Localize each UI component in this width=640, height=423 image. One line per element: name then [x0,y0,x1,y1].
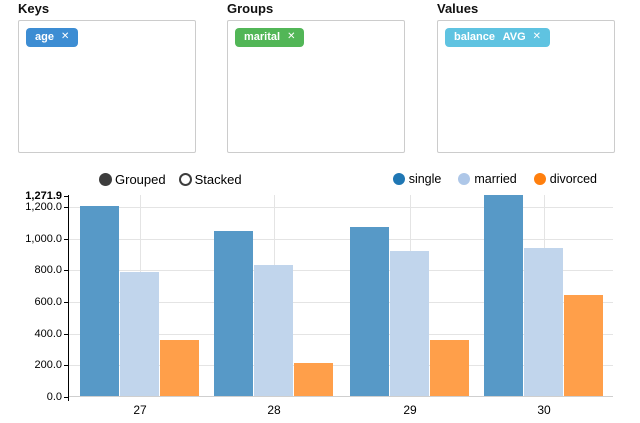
grouped-radio-label: Grouped [115,172,166,187]
legend-dot-married-icon [458,173,471,185]
y-tick-mark-icon [64,397,68,398]
key-tag-age[interactable]: age ✕ [26,28,79,47]
y-tick-label: 800.0 [34,264,62,277]
grouped-radio[interactable]: Grouped [99,172,166,187]
remove-group-tag-icon[interactable]: ✕ [287,31,296,42]
y-tick-mark-icon [64,302,68,303]
bar-divorced-28[interactable] [294,363,333,396]
y-tick-mark-icon [64,207,68,208]
legend-dot-divorced-icon [533,173,546,185]
legend-item-divorced[interactable]: divorced [533,172,597,186]
radio-selected-icon [99,173,112,186]
keys-label: Keys [18,1,50,16]
y-gridline [68,207,613,208]
keys-dropzone[interactable]: age ✕ [18,20,196,153]
remove-value-tag-icon[interactable]: ✕ [532,31,542,42]
y-gridline [68,238,613,240]
groups-dropzone[interactable]: marital ✕ [227,20,405,153]
bar-married-29[interactable] [390,250,429,396]
bar-married-30[interactable] [524,247,563,396]
y-tick-label: 400.0 [34,327,62,340]
legend-item-single[interactable]: single [392,172,442,186]
y-max-label: 1,271.9 [25,189,62,202]
bar-single-29[interactable] [350,226,389,396]
y-tick-mark-icon [64,195,68,197]
y-tick-label: 200.0 [34,359,62,372]
bar-single-30[interactable] [484,194,523,396]
bar-married-28[interactable] [254,264,293,396]
y-tick-mark-icon [64,270,68,272]
bar-married-27[interactable] [120,271,159,396]
x-tick-label: 30 [537,403,551,417]
stacked-radio[interactable]: Stacked [178,172,242,187]
remove-key-tag-icon[interactable]: ✕ [60,31,70,42]
bar-divorced-27[interactable] [160,339,199,396]
values-label: Values [437,1,479,16]
chart-controls: Grouped Stacked single married divorced [0,172,640,190]
y-axis-line [68,194,69,401]
x-tick-label: 29 [403,403,417,417]
bar-single-28[interactable] [214,231,253,396]
bar-divorced-30[interactable] [564,294,603,396]
bar-mode-toggle: Grouped Stacked [99,172,255,187]
y-tick-label: 0.0 [46,391,62,403]
chart-legend: single married divorced [376,172,597,186]
x-tick-label: 27 [133,403,147,417]
groups-label: Groups [227,1,274,16]
legend-label-divorced: divorced [549,172,597,186]
key-tag-label: age [35,31,54,43]
value-tag-label: balance AVG [454,31,526,43]
stacked-radio-label: Stacked [194,172,242,187]
group-tag-label: marital [244,31,281,43]
group-tag-marital[interactable]: marital ✕ [235,28,305,47]
y-tick-label: 1,000.0 [25,232,62,245]
legend-label-single: single [408,172,442,186]
y-tick-mark-icon [64,238,68,240]
y-tick-label: 1,200.0 [25,201,62,213]
radio-unselected-icon [178,173,192,186]
y-tick-mark-icon [64,333,68,335]
y-tick-label: 600.0 [34,296,62,308]
legend-item-married[interactable]: married [458,172,517,186]
bar-divorced-29[interactable] [430,339,469,396]
bar-single-27[interactable] [80,206,119,396]
y-tick-mark-icon [64,365,68,367]
x-axis-line [68,396,613,397]
legend-dot-single-icon [392,173,405,185]
x-tick-label: 28 [267,403,281,417]
legend-label-married: married [474,172,517,186]
value-tag-balance-avg[interactable]: balance AVG ✕ [445,28,551,47]
values-dropzone[interactable]: balance AVG ✕ [437,20,615,153]
